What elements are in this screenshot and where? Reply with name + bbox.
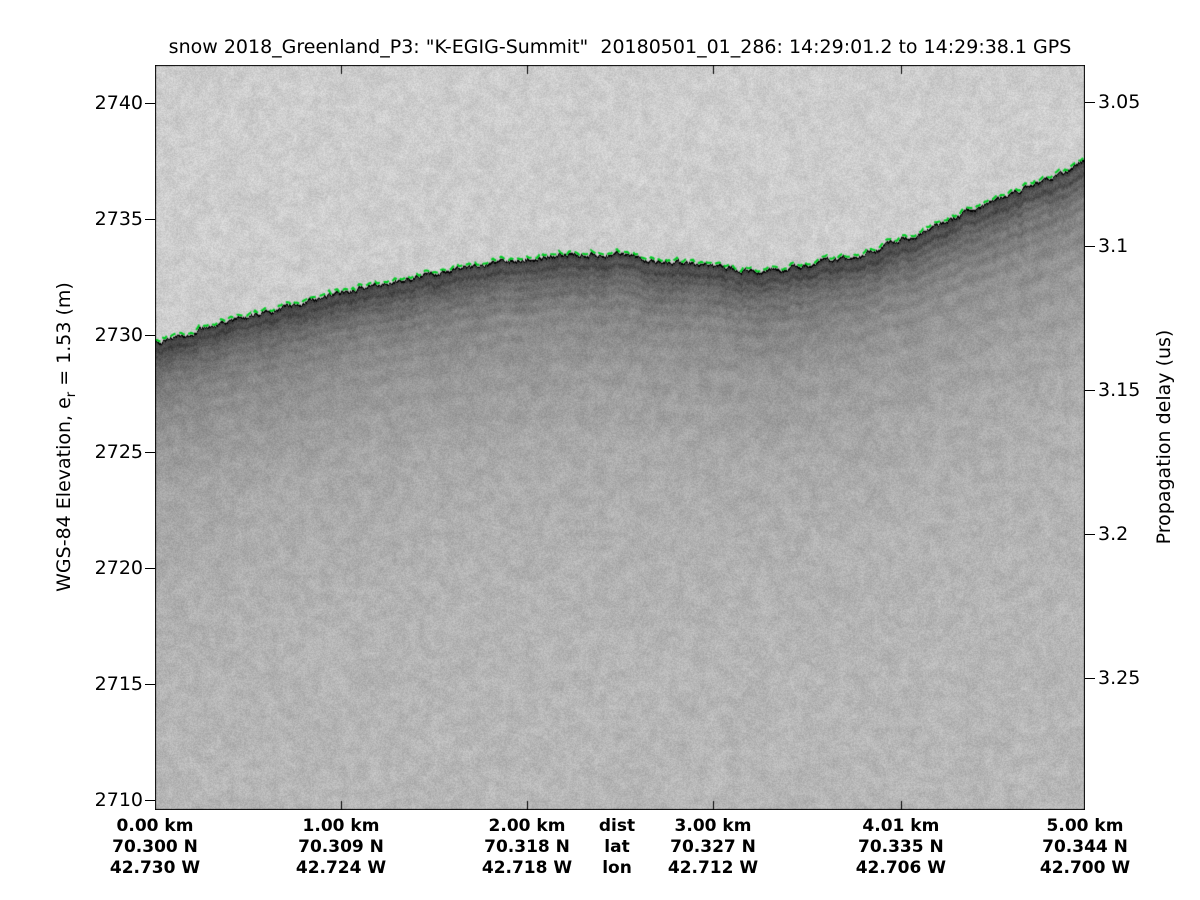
right-axis-tick-label: 3.05	[1098, 91, 1141, 114]
x-tick-column: 5.00 km 70.344 N 42.700 W	[1010, 816, 1160, 879]
left-axis-tick-mark	[145, 568, 155, 569]
x-tick-column-row1: 70.300 N	[112, 837, 198, 857]
left-axis-tick-mark	[145, 452, 155, 453]
left-axis-label-prefix: WGS-84 Elevation, e	[53, 397, 76, 592]
x-tick-column-row0: 0.00 km	[116, 816, 194, 836]
x-tick-column-row2: 42.700 W	[1039, 858, 1131, 878]
right-axis-tick-mark	[1085, 246, 1095, 247]
right-axis-tick-mark	[1085, 102, 1095, 103]
echogram-canvas[interactable]	[155, 65, 1085, 810]
x-tick-column-row0: 1.00 km	[302, 816, 380, 836]
x-tick-column-row1: 70.318 N	[484, 837, 570, 857]
right-axis-tick-mark	[1085, 390, 1095, 391]
x-tick-column-row2: 42.706 W	[855, 858, 946, 878]
x-tick-column: 3.00 km 70.327 N 42.712 W	[638, 816, 788, 879]
x-row-headers-row0: dist	[598, 816, 636, 836]
left-axis-tick-mark	[145, 335, 155, 336]
x-tick-column-row0: 2.00 km	[488, 816, 566, 836]
left-axis-tick-mark	[145, 103, 155, 104]
x-tick-column-row0: 3.00 km	[674, 816, 752, 836]
left-axis-tick-label: 2715	[94, 672, 143, 695]
x-tick-column: 4.01 km 70.335 N 42.706 W	[826, 816, 976, 879]
x-tick-column-row1: 70.344 N	[1042, 837, 1128, 857]
left-axis-tick-label: 2735	[94, 208, 143, 231]
x-tick-column-row0: 4.01 km	[862, 816, 940, 836]
right-axis-tick-label: 3.15	[1098, 379, 1141, 402]
right-axis-tick-label: 3.25	[1098, 666, 1141, 689]
right-axis-tick-mark	[1085, 534, 1095, 535]
left-axis-tick-mark	[145, 800, 155, 801]
x-tick-column: 2.00 km 70.318 N 42.718 W	[452, 816, 602, 879]
x-tick-column-row2: 42.718 W	[481, 858, 573, 878]
left-axis-tick-label: 2710	[94, 789, 143, 811]
x-tick-column-row1: 70.309 N	[298, 837, 384, 857]
x-row-headers: dist lat lon	[542, 816, 692, 879]
left-axis-tick-label: 2730	[94, 324, 143, 347]
left-axis-label-subscript: r	[63, 391, 79, 398]
x-tick-column: 1.00 km 70.309 N 42.724 W	[266, 816, 416, 879]
x-tick-column-row1: 70.335 N	[857, 837, 944, 857]
x-tick-column-row0: 5.00 km	[1046, 816, 1124, 836]
x-row-headers-row1: lat	[604, 837, 630, 857]
left-axis-label-suffix: = 1.53 (m)	[53, 282, 76, 392]
right-axis-tick-label: 3.1	[1098, 235, 1129, 258]
right-axis-tick-mark	[1085, 678, 1095, 679]
plot-title: snow 2018_Greenland_P3: "K-EGIG-Summit" …	[168, 36, 1072, 58]
left-axis-tick-mark	[145, 684, 155, 685]
left-axis-tick-label: 2740	[94, 92, 143, 115]
x-tick-column-row2: 42.730 W	[109, 858, 201, 878]
x-row-headers-row2: lon	[602, 858, 632, 878]
right-axis-label: Propagation delay (us)	[1153, 329, 1175, 545]
left-axis-tick-mark	[145, 219, 155, 220]
right-axis-tick-label: 3.2	[1098, 522, 1129, 545]
x-tick-column-row2: 42.712 W	[667, 858, 759, 878]
left-axis-tick-label: 2720	[94, 556, 143, 579]
x-tick-column-row1: 70.327 N	[670, 837, 756, 857]
x-tick-column: 0.00 km 70.300 N 42.730 W	[80, 816, 230, 879]
left-axis-tick-label: 2725	[94, 440, 143, 463]
x-tick-column-row2: 42.724 W	[295, 858, 387, 878]
